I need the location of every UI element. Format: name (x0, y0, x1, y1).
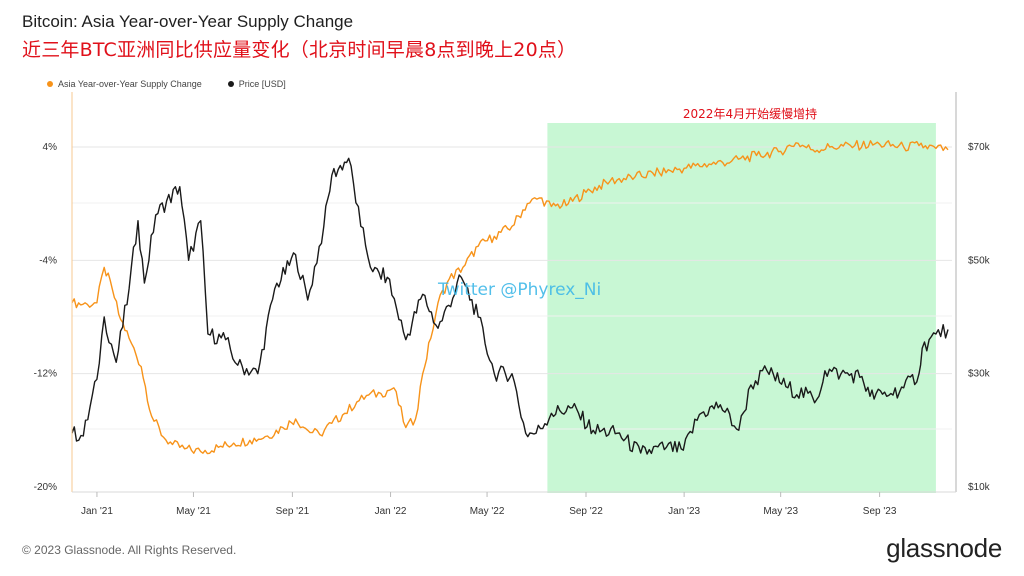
x-tick-label: Sep '21 (276, 506, 310, 517)
x-tick-label: Sep '22 (569, 506, 603, 517)
legend-label-price: Price [USD] (238, 79, 286, 89)
annotation-text: 2022年4月开始缓慢增持 (683, 106, 817, 121)
y-left-tick-label: -12% (34, 369, 57, 380)
series-layer (71, 139, 949, 455)
highlight-band-layer (547, 123, 936, 493)
x-tick-label: Jan '22 (375, 506, 407, 517)
footer-copyright: © 2023 Glassnode. All Rights Reserved. (22, 543, 237, 557)
x-tick-label: May '21 (176, 506, 211, 517)
legend: Asia Year-over-Year Supply Change Price … (47, 79, 286, 89)
axis-layer: 4% -4% -12% -20% $70k $50k $30k $10k Jan '21 May … (34, 92, 991, 517)
legend-item-supply[interactable]: Asia Year-over-Year Supply Change (47, 79, 202, 89)
legend-dot-price (227, 81, 234, 87)
glassnode-logo[interactable]: glassnode (886, 533, 1002, 563)
chart-subtitle-cn: 近三年BTC亚洲同比供应量变化（北京时间早晨8点到晚上20点） (22, 39, 577, 61)
watermark-text: Twitter @Phyrex_Ni (437, 280, 601, 300)
y-left-tick-label: -4% (39, 255, 57, 266)
y-right-tick-label: $10k (968, 482, 991, 493)
legend-item-price[interactable]: Price [USD] (227, 79, 286, 89)
chart-title: Bitcoin: Asia Year-over-Year Supply Chan… (22, 12, 354, 31)
x-tick-label: Jan '21 (81, 506, 113, 517)
y-right-tick-label: $70k (968, 142, 991, 153)
series-line-supply-change (71, 139, 949, 455)
y-left-tick-label: -20% (34, 482, 57, 493)
y-right-tick-label: $50k (968, 255, 991, 266)
x-tick-label: May '22 (470, 506, 505, 517)
series-line-price (71, 157, 949, 455)
legend-dot-supply (47, 81, 53, 87)
x-tick-label: May '23 (763, 506, 798, 517)
y-right-tick-label: $30k (968, 369, 991, 380)
legend-label-supply: Asia Year-over-Year Supply Change (58, 79, 202, 89)
highlight-band (547, 123, 936, 493)
x-tick-label: Jan '23 (668, 506, 700, 517)
y-left-tick-label: 4% (43, 142, 58, 153)
x-tick-label: Sep '23 (863, 506, 897, 517)
